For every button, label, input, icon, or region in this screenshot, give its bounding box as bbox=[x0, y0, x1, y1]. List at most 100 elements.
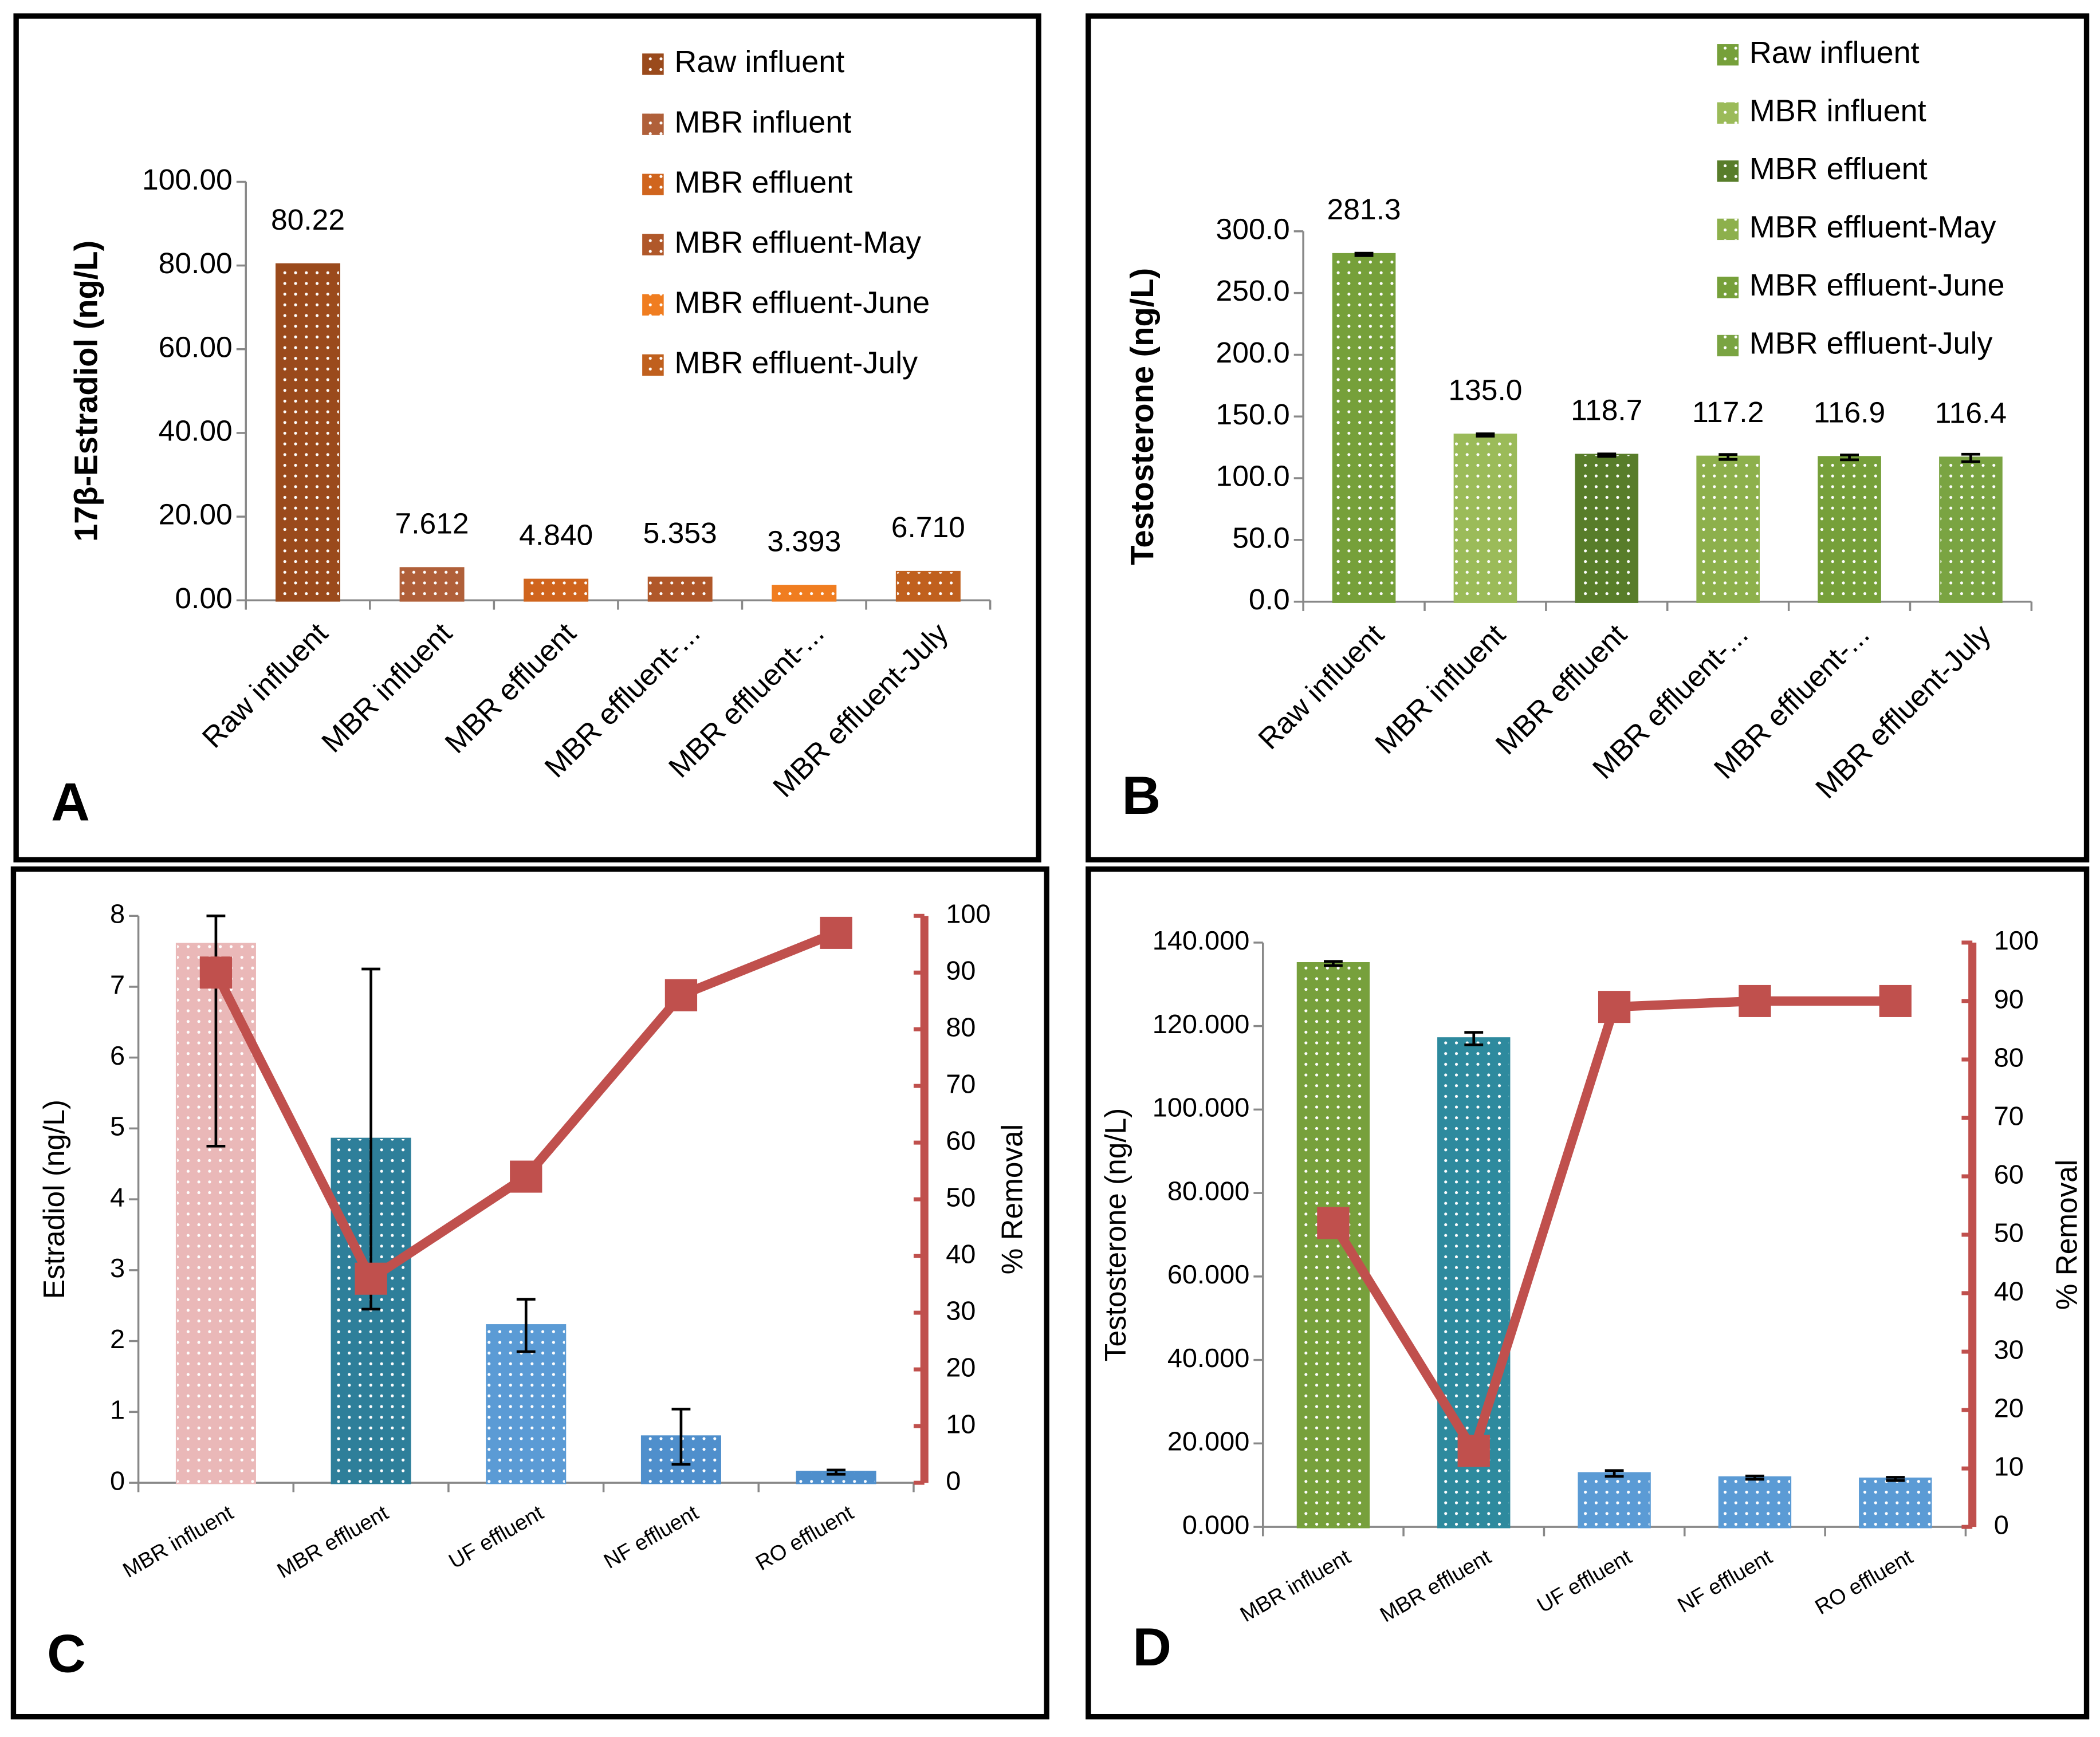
y2-tick-label: 80 bbox=[946, 1013, 976, 1042]
line-marker bbox=[1457, 1435, 1490, 1467]
y2-tick-label: 80 bbox=[1994, 1042, 2024, 1072]
value-label: 118.7 bbox=[1571, 393, 1642, 427]
bar-texture bbox=[1940, 458, 2001, 602]
y2-tick-label: 30 bbox=[946, 1296, 976, 1326]
line-marker bbox=[1739, 984, 1771, 1017]
bar-texture bbox=[1454, 435, 1516, 602]
y-tick-label: 80.00 bbox=[159, 246, 233, 279]
value-label: 116.4 bbox=[1935, 396, 2007, 430]
bar-texture bbox=[649, 578, 711, 601]
value-label: 116.9 bbox=[1814, 396, 1885, 429]
y2-tick-label: 20 bbox=[946, 1353, 976, 1382]
y-axis-label: 17β-Estradiol (ng/L) bbox=[68, 241, 104, 542]
y-tick-label: 8 bbox=[110, 899, 125, 929]
value-label: 4.840 bbox=[519, 518, 593, 552]
line-marker bbox=[510, 1160, 542, 1193]
y2-axis-label: % Removal bbox=[995, 1124, 1028, 1275]
value-label: 7.612 bbox=[395, 507, 469, 540]
value-label: 3.393 bbox=[767, 524, 841, 557]
y2-tick-label: 100 bbox=[1994, 925, 2039, 955]
y2-tick-label: 90 bbox=[946, 956, 976, 986]
bar-texture bbox=[277, 265, 339, 601]
y2-tick-label: 100 bbox=[946, 899, 990, 929]
x-tick-label: RO effluent bbox=[1811, 1544, 1917, 1619]
x-tick-label: MBR effluent bbox=[1376, 1544, 1496, 1626]
y2-tick-label: 20 bbox=[1994, 1393, 2024, 1423]
legend-label: MBR effluent-July bbox=[1749, 326, 1993, 361]
value-label: 5.353 bbox=[643, 516, 717, 549]
y2-tick-label: 50 bbox=[1994, 1218, 2024, 1247]
legend-texture bbox=[642, 174, 664, 195]
removal-line bbox=[211, 928, 838, 1286]
removal-line bbox=[1329, 996, 1895, 1463]
panel-letter: B bbox=[1122, 765, 1161, 825]
y-tick-label: 0.00 bbox=[175, 581, 232, 615]
y-tick-label: 0.0 bbox=[1249, 582, 1290, 616]
x-tick-label: RO effluent bbox=[752, 1500, 858, 1575]
line-marker bbox=[355, 1262, 387, 1295]
y-tick-label: 6 bbox=[110, 1041, 125, 1070]
bar-texture bbox=[897, 572, 959, 601]
x-tick-label: UF effluent bbox=[445, 1500, 548, 1573]
line-marker bbox=[1598, 991, 1631, 1023]
legend-texture bbox=[642, 294, 664, 316]
y-tick-label: 100.00 bbox=[142, 163, 233, 196]
y2-tick-label: 90 bbox=[1994, 984, 2024, 1014]
panel-frame bbox=[1086, 13, 2090, 862]
legend-label: Raw influent bbox=[674, 45, 844, 79]
line-marker bbox=[1879, 984, 1912, 1017]
bar-texture bbox=[1819, 457, 1880, 602]
y2-tick-label: 40 bbox=[1994, 1276, 2024, 1306]
bar-texture bbox=[1579, 1473, 1650, 1527]
line-marker bbox=[664, 979, 698, 1011]
y-axis-label: Estradiol (ng/L) bbox=[37, 1100, 70, 1299]
x-tick-label: MBR influent bbox=[315, 616, 458, 759]
legend-label: MBR effluent-June bbox=[674, 286, 930, 320]
y2-tick-label: 40 bbox=[946, 1239, 976, 1269]
y-tick-label: 150.0 bbox=[1216, 397, 1290, 431]
bar-texture bbox=[525, 580, 587, 601]
legend-label: MBR effluent-July bbox=[674, 346, 918, 380]
line-marker bbox=[1317, 1207, 1350, 1239]
x-tick-label: MBR influent bbox=[119, 1500, 238, 1582]
y2-tick-label: 60 bbox=[1994, 1159, 2024, 1189]
legend-texture bbox=[642, 354, 664, 376]
panel-frame bbox=[10, 866, 1049, 1720]
bar-texture bbox=[1720, 1478, 1790, 1527]
bar-texture bbox=[1697, 456, 1759, 602]
legend-texture bbox=[1717, 277, 1739, 298]
y-tick-label: 100.000 bbox=[1153, 1093, 1250, 1122]
y2-tick-label: 30 bbox=[1994, 1334, 2024, 1364]
bar-texture bbox=[773, 586, 835, 601]
panel-letter: A bbox=[51, 772, 90, 832]
legend-texture bbox=[1717, 44, 1739, 66]
panel-frame bbox=[1086, 866, 2090, 1720]
x-tick-label: NF effluent bbox=[600, 1500, 703, 1573]
bar-texture bbox=[1576, 455, 1637, 602]
y2-tick-label: 70 bbox=[1994, 1101, 2024, 1131]
value-label: 80.22 bbox=[271, 203, 345, 236]
y-tick-label: 250.0 bbox=[1216, 274, 1290, 307]
legend-label: Raw influent bbox=[1749, 36, 1920, 70]
line-marker bbox=[199, 956, 233, 989]
y-tick-label: 60.000 bbox=[1167, 1259, 1249, 1289]
x-tick-label: Raw influent bbox=[195, 616, 334, 754]
legend-texture bbox=[1717, 218, 1739, 241]
legend-texture bbox=[1717, 102, 1739, 124]
legend-label: MBR effluent-June bbox=[1749, 268, 2005, 302]
y-tick-label: 300.0 bbox=[1216, 212, 1290, 246]
y-tick-label: 20.00 bbox=[159, 498, 233, 531]
y-tick-label: 80.000 bbox=[1167, 1176, 1249, 1206]
y-axis-label: Testosterone (ng/L) bbox=[1124, 268, 1160, 565]
y2-tick-label: 70 bbox=[946, 1069, 976, 1099]
y2-tick-label: 60 bbox=[946, 1126, 976, 1156]
legend-label: MBR effluent-May bbox=[1749, 210, 1996, 245]
y-tick-label: 100.0 bbox=[1216, 459, 1290, 493]
panel-letter: C bbox=[47, 1624, 86, 1684]
y-tick-label: 2 bbox=[110, 1324, 125, 1354]
value-label: 281.3 bbox=[1327, 192, 1401, 226]
y-tick-label: 0.000 bbox=[1182, 1510, 1249, 1540]
line-marker bbox=[820, 916, 852, 949]
y-tick-label: 0 bbox=[110, 1466, 125, 1496]
